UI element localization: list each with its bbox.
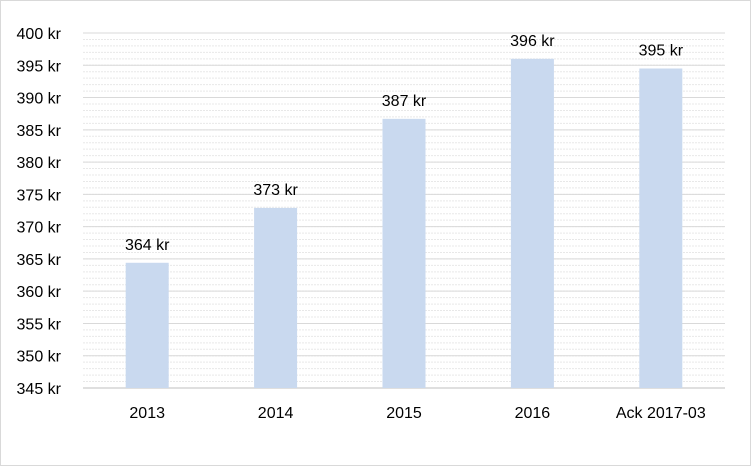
bar-2016 [510,58,554,389]
bars [125,58,683,389]
y-tick-label: 345 kr [17,381,62,398]
x-category-label: 2013 [129,405,165,422]
x-category-label: 2015 [386,405,422,422]
bar-2014 [254,207,298,388]
data-label: 373 kr [253,182,298,199]
data-label: 395 kr [639,43,684,60]
data-label: 396 kr [510,33,555,50]
bar-2013 [125,262,169,388]
y-tick-label: 400 kr [17,26,62,43]
y-tick-label: 370 kr [17,220,62,237]
data-label: 387 kr [382,93,427,110]
bar-ack-2017-03 [639,68,683,388]
x-category-label: Ack 2017-03 [616,405,706,422]
x-category-label: 2014 [258,405,294,422]
y-tick-label: 390 kr [17,91,62,108]
x-category-label: 2016 [515,405,551,422]
y-tick-label: 360 kr [17,284,62,301]
y-tick-label: 350 kr [17,349,62,366]
y-tick-label: 355 kr [17,316,62,333]
labels: 345 kr 350 kr 355 kr 360 kr 365 kr 370 kr 375 … [17,26,706,422]
data-label: 364 kr [125,237,170,254]
y-tick-label: 365 kr [17,252,62,269]
bar-2015 [382,118,426,388]
y-tick-label: 380 kr [17,155,62,172]
y-tick-label: 385 kr [17,123,62,140]
y-tick-label: 395 kr [17,58,62,75]
y-tick-label: 375 kr [17,187,62,204]
